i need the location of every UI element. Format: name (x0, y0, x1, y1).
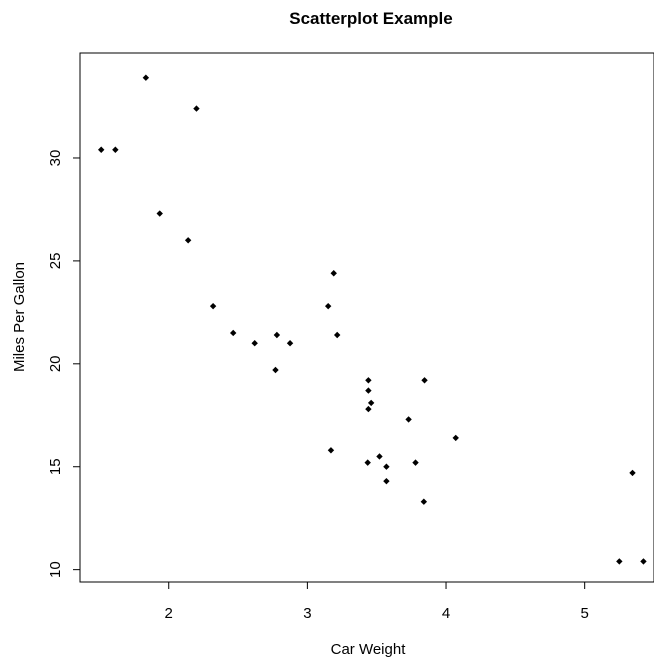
scatter-point (184, 237, 192, 244)
scatter-point (327, 447, 335, 454)
x-tick-label: 5 (581, 605, 589, 622)
scatter-point (272, 366, 279, 374)
y-axis: 10 15 20 25 30 (47, 150, 80, 578)
scatter-point (421, 377, 428, 384)
scatter-point (405, 416, 412, 423)
scatter-point (193, 105, 200, 112)
scatter-point (365, 387, 372, 394)
y-tick-label: 10 (47, 561, 64, 578)
scatter-point (209, 302, 217, 310)
scatter-point (324, 302, 332, 310)
x-axis-label: Car Weight (331, 641, 407, 658)
scatter-point (412, 459, 419, 466)
x-tick-label: 4 (442, 605, 450, 622)
data-points (98, 74, 647, 565)
scatter-point (251, 340, 258, 347)
scatter-point (367, 399, 375, 407)
scatter-point (365, 405, 372, 413)
y-tick-label: 25 (47, 253, 64, 270)
scatter-point (452, 434, 459, 442)
y-tick-label: 30 (47, 150, 64, 167)
y-tick-label: 15 (47, 458, 64, 475)
scatter-point (142, 74, 150, 81)
scatter-point (376, 453, 383, 460)
scatter-point (616, 558, 623, 565)
scatter-point (156, 210, 163, 217)
scatter-point (640, 558, 647, 565)
scatter-point (383, 477, 390, 485)
scatter-point (98, 146, 105, 153)
scatter-point (383, 463, 390, 470)
scatter-point (230, 329, 237, 337)
plot-frame (79, 52, 654, 583)
chart-title: Scatterplot Example (289, 9, 452, 28)
scatter-point (333, 331, 341, 339)
y-tick-label: 20 (47, 355, 64, 372)
scatter-point (112, 146, 119, 153)
scatter-point (330, 270, 337, 277)
scatter-point (365, 377, 372, 384)
scatter-point (420, 498, 428, 505)
scatter-point (286, 340, 294, 347)
scatter-point (273, 331, 281, 339)
x-axis: 2 3 4 5 (165, 582, 589, 622)
scatter-point (364, 459, 371, 466)
scatter-point (629, 469, 636, 477)
x-tick-label: 2 (165, 605, 173, 622)
x-tick-label: 3 (303, 605, 311, 622)
y-axis-label: Miles Per Gallon (11, 262, 28, 372)
